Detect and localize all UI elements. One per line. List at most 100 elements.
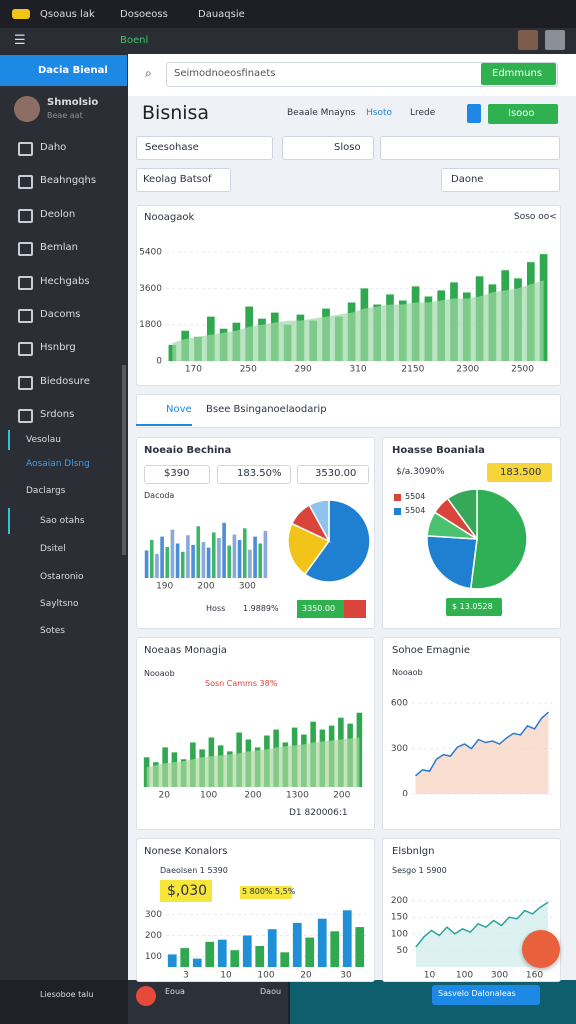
taskbar-item[interactable]: Daou bbox=[260, 987, 282, 996]
taskbar-item[interactable]: Eoua bbox=[165, 987, 185, 996]
menu-item[interactable]: Srdons bbox=[40, 409, 75, 421]
header-link[interactable]: Lrede bbox=[410, 108, 436, 118]
menu-item[interactable]: Dsitel bbox=[40, 544, 66, 554]
bar bbox=[186, 535, 190, 578]
bar bbox=[196, 526, 201, 578]
menu-item[interactable]: Sao otahs bbox=[40, 516, 85, 526]
x-tick-label: 2150 bbox=[401, 365, 424, 375]
search-button[interactable] bbox=[481, 63, 556, 85]
tray-button[interactable] bbox=[432, 985, 540, 1005]
toolbar-label: Boenl bbox=[120, 35, 149, 46]
y-tick-label: 0 bbox=[156, 357, 162, 367]
button-label[interactable]: Daone bbox=[451, 174, 484, 185]
badge bbox=[487, 463, 552, 482]
x-tick-label: 100 bbox=[200, 791, 217, 801]
y-tick-label: 1800 bbox=[140, 320, 162, 330]
sidebar-header bbox=[0, 55, 127, 86]
bar bbox=[263, 531, 268, 578]
button-group[interactable] bbox=[441, 168, 560, 192]
menu-item[interactable]: Daclargs bbox=[26, 486, 66, 496]
chart-label: Sesgo 1 5900 bbox=[392, 866, 447, 875]
highlight bbox=[160, 880, 212, 902]
bar bbox=[242, 528, 247, 578]
header-link[interactable]: Beaale Mnayns bbox=[287, 108, 356, 118]
avatar[interactable] bbox=[545, 30, 565, 50]
bar bbox=[211, 532, 216, 578]
fab-button[interactable] bbox=[522, 930, 560, 968]
taskbar-item[interactable]: Liesoboe talu bbox=[40, 990, 94, 999]
bar bbox=[258, 543, 263, 578]
menu-item[interactable]: Sotes bbox=[40, 626, 65, 636]
tab[interactable]: Qsoaus lak bbox=[40, 9, 95, 20]
bar bbox=[206, 547, 211, 578]
card-note: Soso oo< bbox=[514, 212, 557, 222]
filter[interactable] bbox=[282, 136, 374, 160]
area bbox=[146, 737, 360, 787]
footer-value: 1.9889% bbox=[243, 604, 279, 613]
legend-label: 5504 bbox=[405, 492, 426, 501]
button-label[interactable]: $ 13.0528 bbox=[452, 602, 493, 611]
menu-icon[interactable]: ☰ bbox=[14, 33, 26, 48]
filter-search[interactable] bbox=[380, 136, 560, 160]
menu-item[interactable]: Hechgabs bbox=[40, 275, 90, 287]
header-button[interactable] bbox=[488, 104, 558, 124]
bar bbox=[170, 529, 175, 578]
line bbox=[415, 901, 549, 948]
stat-value: $390 bbox=[164, 468, 190, 479]
dropdown[interactable] bbox=[136, 168, 231, 192]
menu-item[interactable]: Daho bbox=[40, 142, 67, 153]
scrollbar[interactable] bbox=[122, 365, 126, 555]
app-icon[interactable] bbox=[136, 986, 156, 1006]
x-tick-label: 170 bbox=[185, 365, 202, 375]
pie-slice bbox=[303, 499, 371, 583]
bar bbox=[342, 910, 352, 967]
x-tick-label: 160 bbox=[526, 971, 543, 981]
tab-indicator bbox=[136, 424, 192, 426]
x-tick-label: 2500 bbox=[511, 365, 534, 375]
stat bbox=[217, 465, 291, 484]
header-link[interactable]: Hsoto bbox=[366, 108, 392, 118]
menu-item[interactable]: Deolon bbox=[40, 208, 76, 220]
menu-item[interactable]: Dacoms bbox=[40, 309, 81, 320]
x-tick-label: 310 bbox=[349, 365, 366, 375]
tray-button-label[interactable]: Sasvelo Dalonaleas bbox=[438, 989, 516, 998]
button[interactable] bbox=[446, 598, 502, 616]
tab[interactable]: Bsee Bsinganoelaodarip bbox=[206, 404, 327, 415]
bar bbox=[227, 545, 232, 578]
card-title: Nonese Konalors bbox=[144, 846, 228, 857]
menu-item[interactable]: Hsnbrg bbox=[40, 342, 76, 354]
x-tick-label: 190 bbox=[156, 582, 173, 592]
bar bbox=[248, 549, 252, 578]
tab[interactable]: Dauaqsie bbox=[198, 9, 245, 20]
x-tick-label: 10 bbox=[424, 971, 436, 981]
header-icon-button[interactable] bbox=[467, 104, 481, 123]
y-tick-label: 100 bbox=[145, 952, 162, 962]
header-button-label[interactable]: Isooo bbox=[508, 108, 535, 119]
tab[interactable]: Nove bbox=[166, 404, 192, 415]
menu-icon bbox=[18, 275, 33, 290]
x-tick-label: 290 bbox=[295, 365, 312, 375]
menu-item[interactable]: Ostaronio bbox=[40, 572, 84, 582]
search-button-label[interactable]: Edmmuns bbox=[492, 68, 543, 79]
search-icon[interactable]: ⌕ bbox=[145, 66, 152, 80]
dropdown[interactable] bbox=[136, 136, 273, 160]
card-title: Hoasse Boaniala bbox=[392, 445, 485, 456]
dropdown-label: Keolag Batsof bbox=[143, 174, 212, 185]
footer-badge-label: 3350.00 bbox=[302, 604, 336, 613]
menu-item[interactable]: Sayltsno bbox=[40, 599, 79, 609]
menu-item[interactable]: Beahngqhs bbox=[40, 175, 97, 187]
y-tick-label: 100 bbox=[391, 929, 408, 939]
bar bbox=[168, 344, 177, 361]
menu-item[interactable]: Biedosure bbox=[40, 375, 90, 387]
avatar[interactable] bbox=[518, 30, 538, 50]
x-tick-label: 300 bbox=[491, 971, 508, 981]
profile-photo bbox=[14, 96, 40, 122]
tab[interactable]: Dosoeoss bbox=[120, 9, 168, 20]
chart: 0 1800 3600 5400 170 250 290 310 2150 2300 2500 bbox=[140, 248, 550, 375]
sidebar bbox=[0, 54, 128, 980]
menu-item[interactable]: Bemlan bbox=[40, 242, 78, 254]
menu-item[interactable]: Vesolau bbox=[26, 435, 61, 445]
menu-item[interactable]: Aosaian Dlsng bbox=[26, 459, 90, 469]
menu-icon bbox=[18, 242, 33, 257]
